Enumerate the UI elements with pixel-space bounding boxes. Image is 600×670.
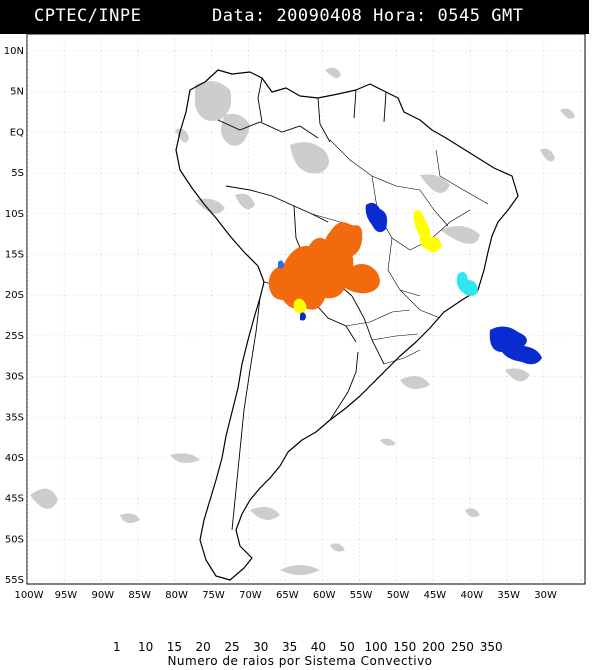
latitude-label: 10S bbox=[5, 209, 24, 220]
color-scale-value: 200 bbox=[422, 640, 446, 654]
color-scale-caption: Numero de raios por Sistema Convectivo bbox=[167, 654, 433, 668]
longitude-label: 70W bbox=[239, 590, 262, 601]
color-scale-value: 50 bbox=[339, 640, 355, 654]
color-scale-value: 10 bbox=[137, 640, 154, 654]
title-bar: CPTEC/INPE Data: 20090408 Hora: 0545 GMT bbox=[0, 0, 589, 34]
latitude-label: 15S bbox=[5, 250, 24, 261]
latitude-label: 10N bbox=[4, 46, 24, 57]
lightning-system bbox=[300, 312, 306, 321]
longitude-label: 65W bbox=[276, 590, 299, 601]
datetime-label: Data: 20090408 Hora: 0545 GMT bbox=[212, 6, 523, 26]
time-label: Hora: bbox=[373, 6, 427, 26]
lightning-system bbox=[293, 298, 307, 314]
longitude-label: 50W bbox=[387, 590, 410, 601]
lightning-system bbox=[278, 260, 284, 269]
source-label: CPTEC/INPE bbox=[34, 6, 142, 26]
latitude-label: 55S bbox=[5, 575, 24, 586]
latitude-label: 35S bbox=[5, 412, 24, 423]
latitude-label: 5S bbox=[11, 168, 24, 179]
longitude-axis-labels: 100W 95W 90W 85W 80W 75W 70W 65W 60W 55W 50W 45W 40W… bbox=[15, 590, 558, 601]
color-scale-value: 30 bbox=[253, 640, 269, 654]
latitude-axis-labels: 10N 5N EQ 5S 10S 15S 20S 25S 30S 35S 40S 45S 50S 55S bbox=[4, 46, 24, 586]
longitude-label: 90W bbox=[91, 590, 114, 601]
latitude-label: 40S bbox=[5, 453, 24, 464]
longitude-label: 45W bbox=[424, 590, 447, 601]
longitude-label: 35W bbox=[497, 590, 520, 601]
longitude-label: 55W bbox=[350, 590, 373, 601]
time-value: 0545 bbox=[437, 6, 481, 26]
longitude-label: 95W bbox=[55, 590, 78, 601]
longitude-label: 30W bbox=[534, 590, 557, 601]
state-borders bbox=[311, 139, 489, 365]
longitude-label: 60W bbox=[313, 590, 336, 601]
lightning-system-large bbox=[325, 222, 363, 259]
date-label: Data: bbox=[212, 6, 266, 26]
latitude-label: 50S bbox=[5, 534, 24, 545]
lightning-system bbox=[413, 210, 442, 253]
lightning-system bbox=[456, 272, 478, 296]
lightning-map: 10N5NEQ5S10S15S20S25S30S35S40S45S50S55S … bbox=[4, 33, 586, 601]
latitude-label: 5N bbox=[10, 87, 24, 98]
longitude-label: 100W bbox=[15, 590, 44, 601]
color-scale-value: 1 bbox=[112, 640, 121, 654]
color-scale-value: 20 bbox=[195, 640, 211, 654]
color-scale-value: 40 bbox=[310, 640, 327, 654]
lightning-systems bbox=[268, 202, 542, 365]
longitude-label: 40W bbox=[460, 590, 483, 601]
longitude-label: 75W bbox=[202, 590, 225, 601]
longitude-label: 80W bbox=[165, 590, 188, 601]
timezone-label: GMT bbox=[491, 6, 524, 26]
longitude-label: 85W bbox=[128, 590, 151, 601]
latitude-label: 20S bbox=[5, 290, 24, 301]
latitude-label: 25S bbox=[5, 331, 24, 342]
color-scale-labels: 1 10 15 20 25 30 35 40 50 100 150 200 250 350 bbox=[80, 640, 540, 654]
color-scale-value: 350 bbox=[479, 640, 503, 654]
color-scale-value: 250 bbox=[450, 640, 474, 654]
cloud-cover bbox=[30, 67, 575, 575]
color-scale-value: 25 bbox=[224, 640, 240, 654]
color-scale-value: 150 bbox=[393, 640, 417, 654]
color-scale-value: 100 bbox=[364, 640, 388, 654]
lightning-system bbox=[365, 202, 388, 233]
latitude-label: 45S bbox=[5, 494, 24, 505]
latitude-label: EQ bbox=[10, 127, 24, 138]
lightning-system bbox=[489, 326, 542, 365]
latitude-label: 30S bbox=[5, 372, 24, 383]
date-value: 20090408 bbox=[276, 6, 363, 26]
color-scale-value: 35 bbox=[281, 640, 298, 654]
color-scale-value: 15 bbox=[166, 640, 183, 654]
